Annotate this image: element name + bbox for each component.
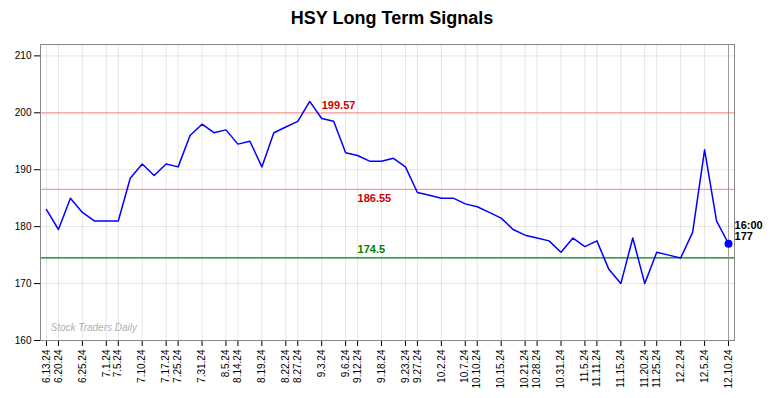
svg-text:8.5.24: 8.5.24	[220, 349, 231, 377]
svg-text:9.18.24: 9.18.24	[376, 349, 387, 383]
svg-text:10.28.24: 10.28.24	[531, 349, 542, 388]
svg-text:186.55: 186.55	[358, 192, 392, 204]
svg-text:9.3.24: 9.3.24	[316, 349, 327, 377]
svg-text:9.6.24: 9.6.24	[340, 349, 351, 377]
svg-text:200: 200	[15, 107, 32, 118]
svg-text:12.5.24: 12.5.24	[699, 349, 710, 383]
svg-text:11.20.24: 11.20.24	[639, 349, 650, 388]
svg-text:10.7.24: 10.7.24	[459, 349, 470, 383]
svg-text:10.2.24: 10.2.24	[436, 349, 447, 383]
svg-text:6.13.24: 6.13.24	[41, 349, 52, 383]
svg-text:7.10.24: 7.10.24	[136, 349, 147, 383]
svg-text:Stock Traders Daily: Stock Traders Daily	[51, 322, 139, 333]
svg-text:180: 180	[15, 221, 32, 232]
svg-text:11.15.24: 11.15.24	[615, 349, 626, 388]
svg-text:10.21.24: 10.21.24	[519, 349, 530, 388]
svg-text:9.12.24: 9.12.24	[352, 349, 363, 383]
svg-text:6.20.24: 6.20.24	[53, 349, 64, 383]
svg-text:11.25.24: 11.25.24	[651, 349, 662, 388]
svg-text:8.22.24: 8.22.24	[280, 349, 291, 383]
svg-text:8.14.24: 8.14.24	[232, 349, 243, 383]
svg-text:7.5.24: 7.5.24	[112, 349, 123, 377]
svg-text:9.23.24: 9.23.24	[400, 349, 411, 383]
svg-text:7.25.24: 7.25.24	[172, 349, 183, 383]
svg-text:7.1.24: 7.1.24	[101, 349, 112, 377]
svg-text:10.15.24: 10.15.24	[495, 349, 506, 388]
svg-text:210: 210	[15, 50, 32, 61]
svg-text:170: 170	[15, 278, 32, 289]
svg-text:8.19.24: 8.19.24	[256, 349, 267, 383]
svg-text:10.10.24: 10.10.24	[471, 349, 482, 388]
svg-text:199.57: 199.57	[322, 99, 356, 111]
svg-text:174.5: 174.5	[358, 243, 386, 255]
svg-text:9.27.24: 9.27.24	[412, 349, 423, 383]
svg-text:11.5.24: 11.5.24	[579, 349, 590, 382]
svg-text:190: 190	[15, 164, 32, 175]
svg-text:7.17.24: 7.17.24	[160, 349, 171, 383]
svg-text:8.27.24: 8.27.24	[292, 349, 303, 383]
svg-text:10.31.24: 10.31.24	[555, 349, 566, 388]
svg-text:7.31.24: 7.31.24	[196, 349, 207, 383]
svg-text:6.25.24: 6.25.24	[77, 349, 88, 383]
svg-text:160: 160	[15, 335, 32, 346]
svg-text:12.2.24: 12.2.24	[675, 349, 686, 383]
html-text:HSY Long Term Signals: HSY Long Term Signals	[290, 8, 494, 28]
svg-text:16:00177: 16:00177	[735, 219, 763, 242]
svg-text:12.10.24: 12.10.24	[723, 349, 734, 388]
svg-text:11.11.24: 11.11.24	[591, 349, 602, 387]
